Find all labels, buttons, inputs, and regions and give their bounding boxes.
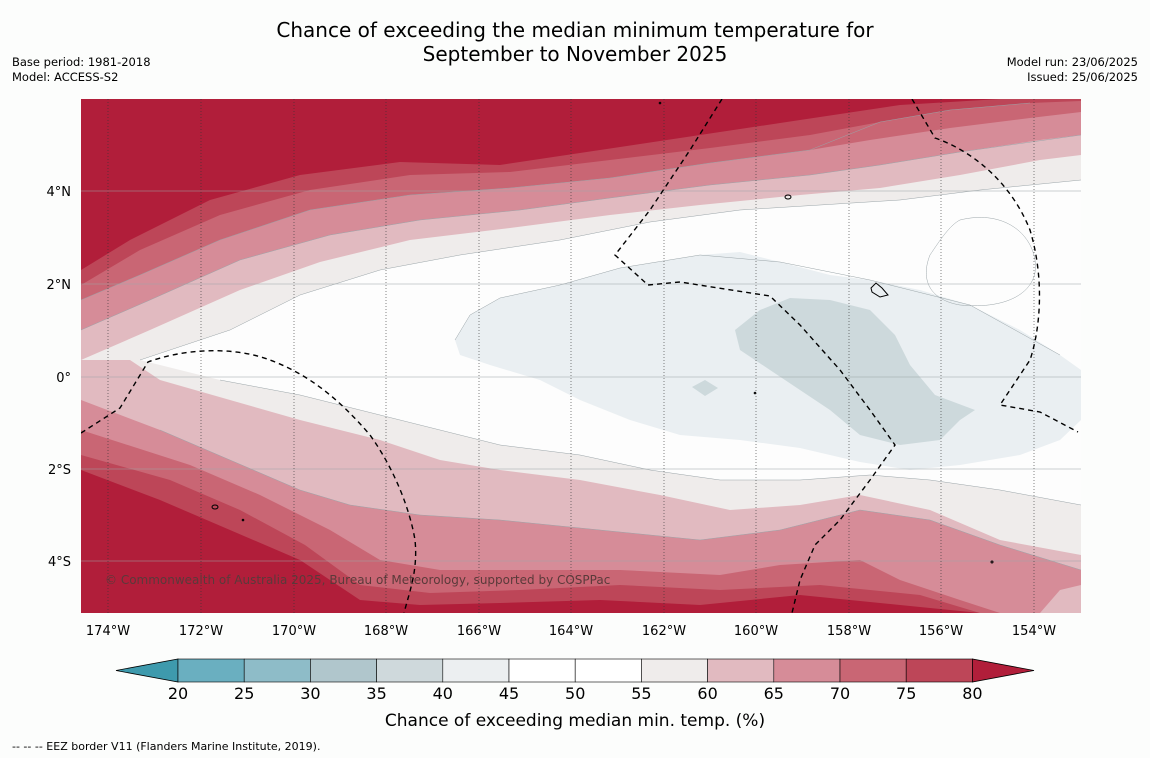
colorbar-segment [376, 658, 444, 683]
islands [211, 101, 994, 564]
meta-right: Model run: 23/06/2025 Issued: 25/06/2025 [1007, 55, 1138, 85]
model-run: Model run: 23/06/2025 [1006, 55, 1138, 69]
colorbar-tick-label: 70 [830, 684, 850, 703]
title-line-2: September to November 2025 [422, 42, 728, 66]
meta-left: Base period: 1981-2018 Model: ACCESS-S2 [12, 55, 151, 85]
colorbar-segment [310, 658, 377, 683]
colorbar: 20 25 30 35 40 45 50 55 60 65 70 75 80 [115, 658, 1035, 703]
band-35-40-small [692, 380, 718, 396]
forecast-map [81, 99, 1081, 613]
colorbar-segment [442, 658, 510, 683]
colorbar-tick-label: 65 [764, 684, 784, 703]
lat-label: 4°S [48, 555, 71, 570]
contour-lines [81, 102, 1081, 571]
colorbar-tick-label: 25 [234, 684, 254, 703]
issued-date: Issued: 25/06/2025 [1027, 70, 1138, 84]
lat-label: 2°N [47, 278, 72, 293]
colorbar-segment [243, 658, 311, 683]
copyright-text: © Commonwealth of Australia 2025, Bureau… [105, 573, 610, 587]
colorbar-tick-label: 40 [433, 684, 453, 703]
lon-label: 174°W [86, 624, 130, 639]
lon-labels: 174°W 172°W 170°W 168°W 166°W 164°W 162°… [86, 624, 1056, 639]
colorbar-tick-label: 55 [631, 684, 651, 703]
colorbar-extend-high [972, 658, 1035, 683]
colorbar-tick-label: 75 [896, 684, 916, 703]
colorbar-tick-label: 20 [168, 684, 188, 703]
colorbar-tick-label: 35 [366, 684, 386, 703]
lat-label: 4°N [47, 185, 72, 200]
colorbar-tick-label: 50 [565, 684, 585, 703]
lon-label: 172°W [179, 624, 223, 639]
colorbar-label: Chance of exceeding median min. temp. (%… [385, 711, 765, 731]
colorbar-extend-low [115, 658, 179, 683]
gridlines [81, 99, 1081, 613]
lon-label: 160°W [734, 624, 778, 639]
lat-label: 0° [56, 371, 71, 386]
base-period: Base period: 1981-2018 [12, 55, 151, 69]
lon-label: 156°W [919, 624, 963, 639]
colorbar-segment [177, 658, 245, 683]
colorbar-segment [641, 658, 708, 683]
colorbar-segment [508, 658, 576, 683]
footer-eez-note: -- -- -- EEZ border V11 (Flanders Marine… [12, 740, 321, 753]
lon-label: 162°W [642, 624, 686, 639]
colorbar-segment [707, 658, 775, 683]
eez-borders [81, 99, 1079, 613]
lon-label: 170°W [272, 624, 316, 639]
band-35-40 [735, 298, 975, 445]
colorbar-segment [773, 658, 841, 683]
lat-labels: 4°N 2°N 0° 2°S 4°S [47, 185, 72, 570]
colorbar-tick-label: 30 [300, 684, 320, 703]
colorbar-tick-label: 45 [499, 684, 519, 703]
colorbar-segment [574, 658, 642, 683]
map-title: Chance of exceeding the median minimum t… [0, 18, 1150, 66]
lat-label: 2°S [48, 463, 71, 478]
lon-label: 154°W [1012, 624, 1056, 639]
lon-label: 158°W [827, 624, 871, 639]
colorbar-tick-label: 60 [697, 684, 717, 703]
title-line-1: Chance of exceeding the median minimum t… [276, 18, 874, 42]
colorbar-tick-label: 80 [962, 684, 982, 703]
lon-label: 166°W [457, 624, 501, 639]
colorbar-segment [905, 658, 973, 683]
colorbar-segment [839, 658, 907, 683]
model-name: Model: ACCESS-S2 [12, 70, 119, 84]
lon-label: 164°W [549, 624, 593, 639]
lon-label: 168°W [364, 624, 408, 639]
